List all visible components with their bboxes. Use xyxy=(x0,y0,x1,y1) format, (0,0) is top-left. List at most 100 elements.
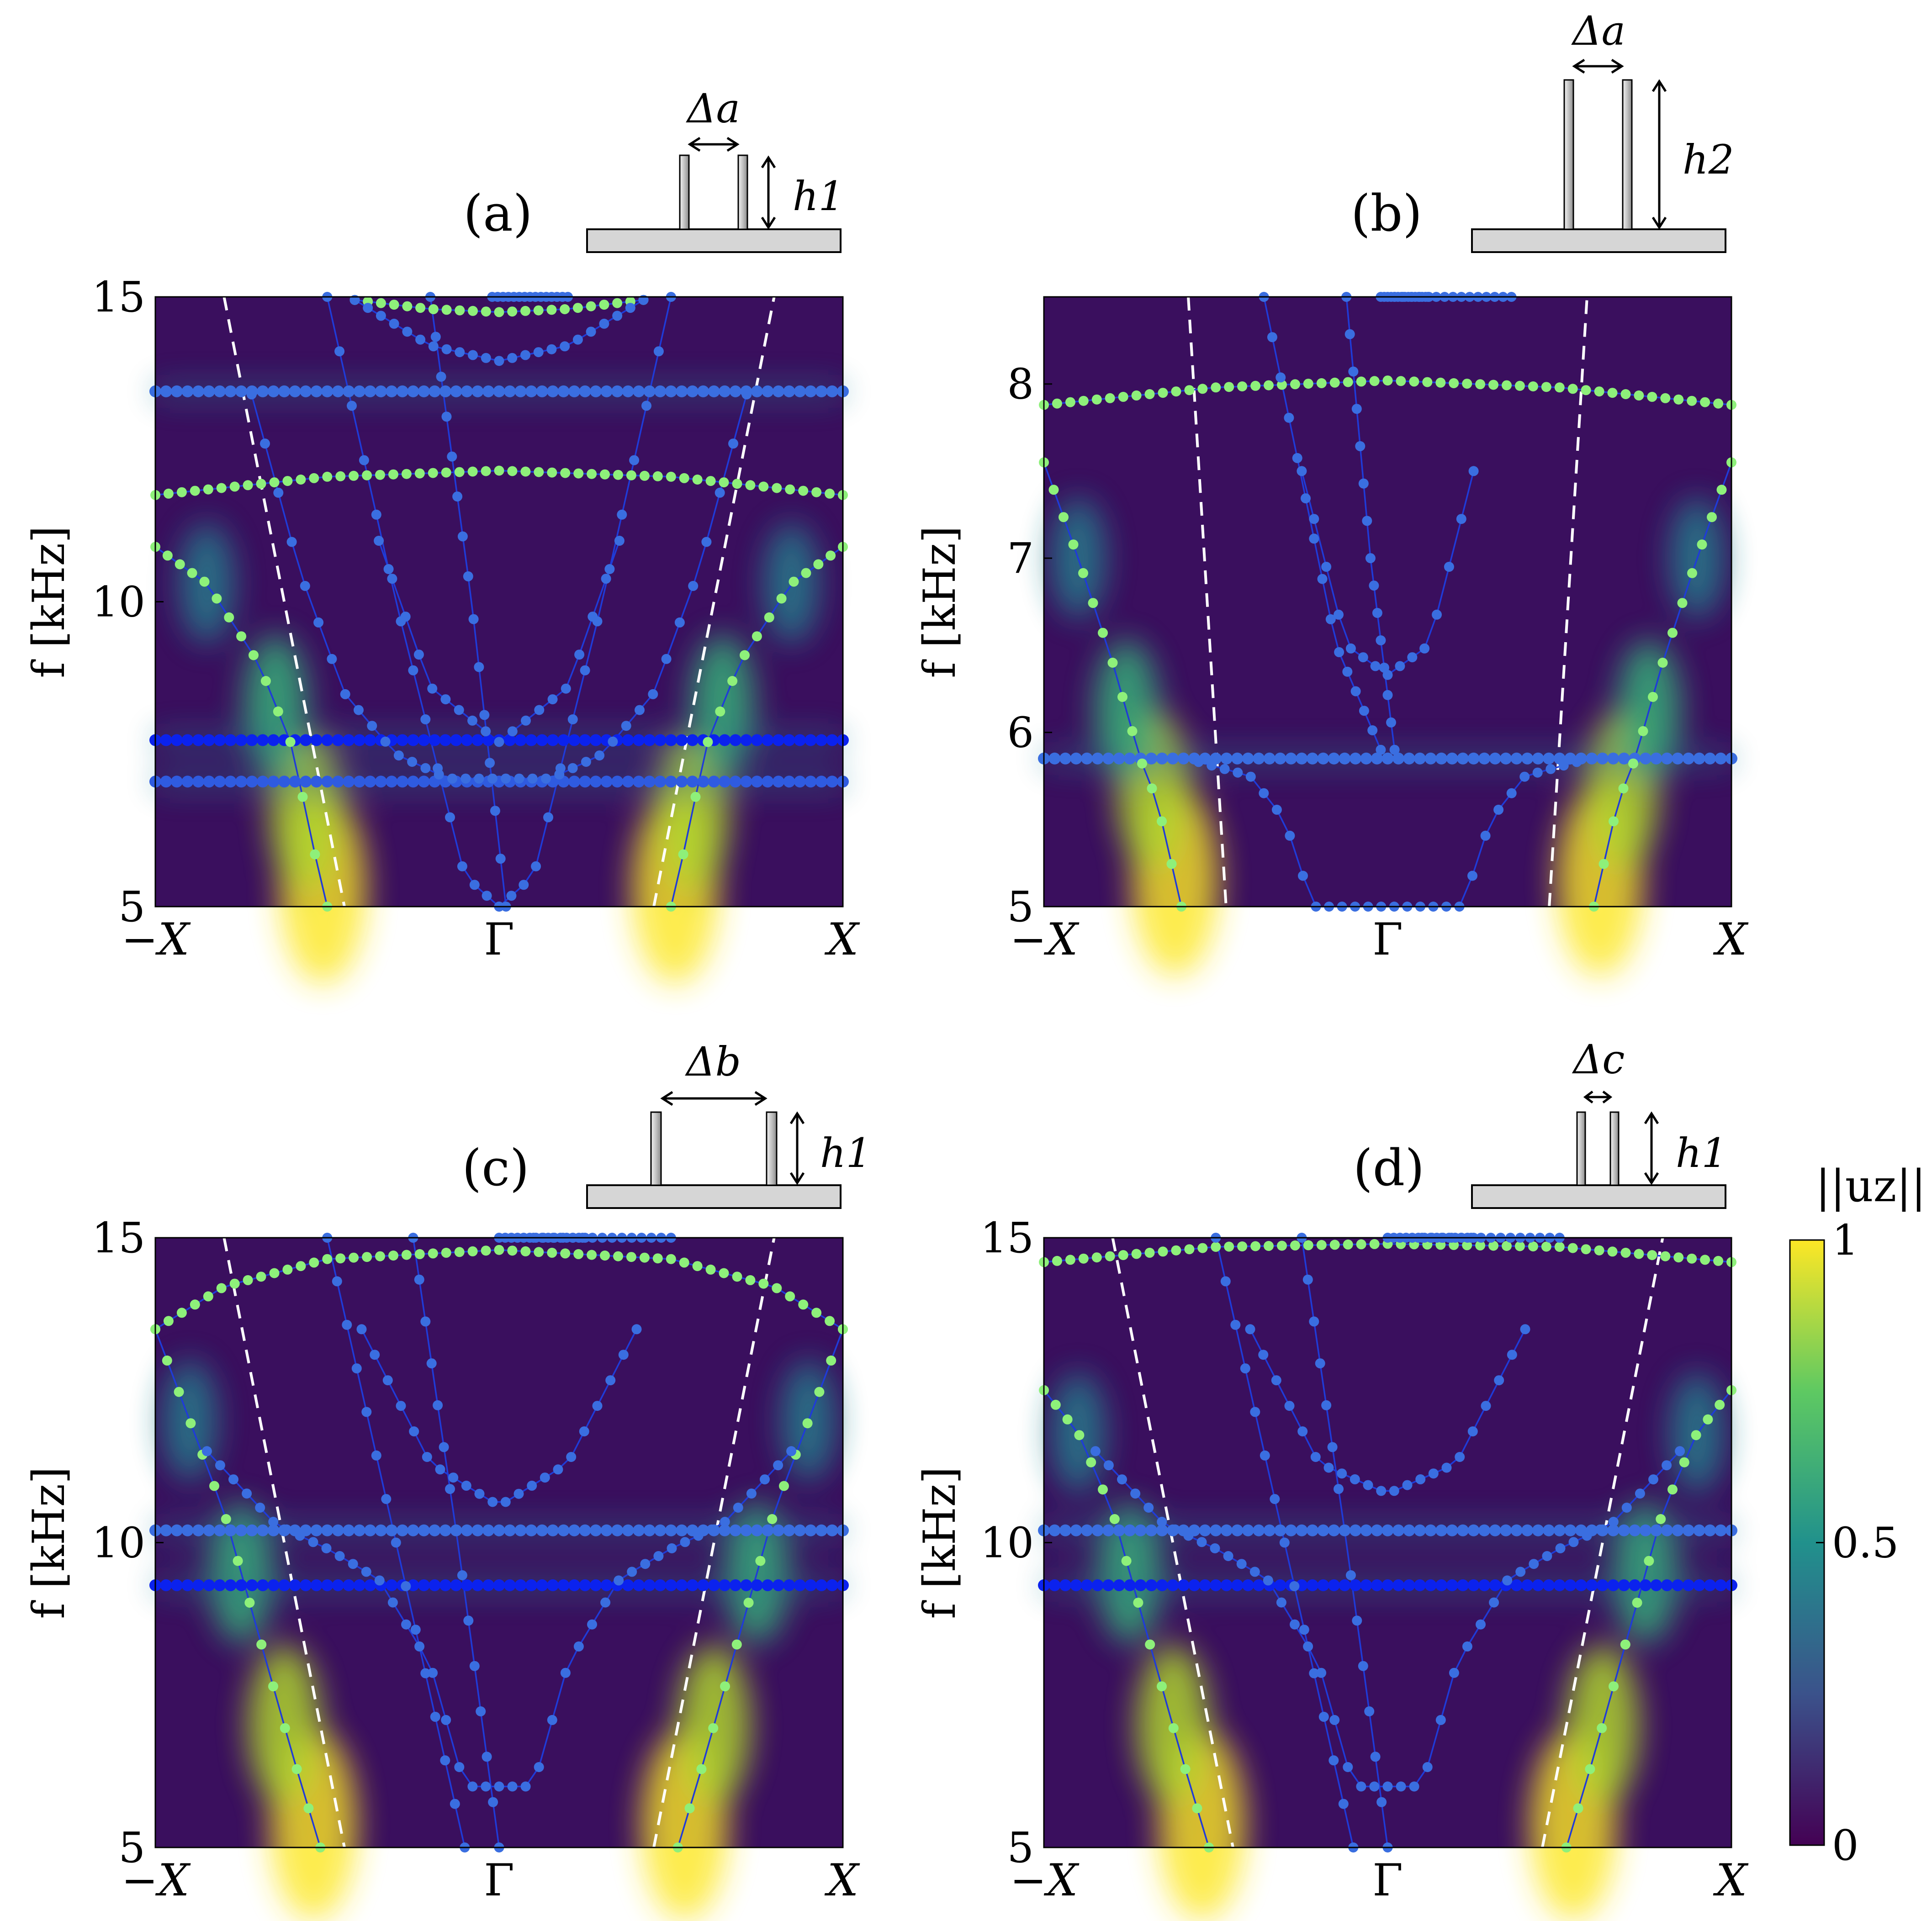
band-point xyxy=(1435,377,1446,388)
band-point xyxy=(190,486,200,496)
band-point xyxy=(1376,744,1386,755)
band-point xyxy=(1352,1615,1362,1626)
band-point xyxy=(1620,1639,1630,1650)
band-point xyxy=(599,300,609,310)
band-point xyxy=(1224,1241,1234,1252)
y-tick-label: 5 xyxy=(1007,882,1034,931)
band-point xyxy=(235,1579,248,1591)
band-point xyxy=(376,311,386,321)
band-point xyxy=(485,758,495,768)
band-point xyxy=(176,487,187,497)
band-point xyxy=(1250,380,1261,391)
band-point xyxy=(504,1524,516,1536)
band-point xyxy=(387,1597,398,1608)
band-point xyxy=(471,734,484,746)
band-point xyxy=(573,1249,584,1259)
band-point xyxy=(1489,1524,1501,1536)
band-point xyxy=(514,1524,527,1536)
band-point xyxy=(332,1276,342,1287)
band-point xyxy=(1157,1681,1167,1692)
band-point xyxy=(573,1641,584,1652)
band-point xyxy=(826,550,836,561)
band-point xyxy=(1274,1579,1286,1591)
band-point xyxy=(1088,598,1098,608)
band-point xyxy=(1259,788,1269,798)
band-point xyxy=(557,385,570,397)
band-point xyxy=(1105,1251,1115,1261)
band-point xyxy=(1586,1579,1598,1591)
band-point xyxy=(427,683,438,694)
band-point xyxy=(162,1355,172,1366)
band-point xyxy=(214,1524,226,1536)
band-point xyxy=(439,385,451,397)
band-point xyxy=(235,1524,248,1536)
band-point xyxy=(1309,1316,1319,1327)
band-point xyxy=(1467,871,1477,881)
band-point xyxy=(1541,382,1551,392)
band-point xyxy=(1199,1579,1211,1591)
band-point xyxy=(1414,752,1426,765)
band-point xyxy=(1285,752,1297,765)
plot-area-b xyxy=(1038,292,1737,976)
band-point xyxy=(174,1387,184,1397)
band-point xyxy=(1345,1570,1356,1580)
band-point xyxy=(1554,1242,1565,1252)
band-point xyxy=(396,1401,406,1411)
band-point xyxy=(1145,752,1158,765)
band-point xyxy=(278,1579,291,1591)
band-point xyxy=(1502,380,1512,391)
band-point xyxy=(1514,380,1525,391)
band-point xyxy=(1567,1243,1578,1253)
band-point xyxy=(1369,376,1380,386)
band-point xyxy=(476,1706,486,1716)
band-point xyxy=(1675,1446,1685,1457)
band-point xyxy=(429,385,441,397)
band-point xyxy=(1555,1543,1566,1553)
band-point xyxy=(543,812,553,823)
band-point xyxy=(534,1247,544,1257)
band-point xyxy=(805,1579,817,1591)
band-point xyxy=(703,737,713,747)
band-point xyxy=(1687,1253,1697,1264)
band-point xyxy=(1502,1575,1513,1586)
band-point xyxy=(396,734,408,746)
band-point xyxy=(1210,1579,1222,1591)
band-point xyxy=(482,1524,494,1536)
band-point xyxy=(1156,752,1168,765)
band-point xyxy=(1102,1579,1115,1591)
band-point xyxy=(1382,1579,1394,1591)
panel-label: (a) xyxy=(463,184,532,243)
band-point xyxy=(1360,1524,1372,1536)
band-point xyxy=(1644,1556,1654,1566)
band-point xyxy=(487,773,498,784)
band-point xyxy=(291,1764,302,1774)
band-point xyxy=(1245,1324,1255,1335)
band-point xyxy=(310,734,323,746)
band-point xyxy=(1638,726,1648,736)
band-point xyxy=(1382,1781,1393,1792)
band-point xyxy=(1667,628,1678,638)
band-point xyxy=(1242,1524,1254,1536)
band-point xyxy=(1290,379,1300,390)
band-point xyxy=(389,300,399,310)
height-label: h1 xyxy=(793,173,844,220)
band-point xyxy=(441,1715,451,1725)
band-point xyxy=(1242,1579,1254,1591)
band-point xyxy=(203,1524,215,1536)
band-point xyxy=(705,476,716,486)
band-point xyxy=(1356,1239,1366,1250)
band-point xyxy=(181,776,194,788)
band-point xyxy=(1211,382,1221,393)
band-point xyxy=(203,734,215,746)
band-point xyxy=(1279,1537,1290,1548)
band-point xyxy=(1103,1460,1114,1471)
band-point xyxy=(1618,1524,1630,1536)
band-point xyxy=(1124,1524,1136,1536)
band-point xyxy=(242,1488,252,1499)
band-point xyxy=(388,469,398,480)
band-point xyxy=(479,710,490,720)
band-point xyxy=(654,1524,667,1536)
band-point xyxy=(441,344,452,354)
band-point xyxy=(1290,1619,1300,1630)
band-point xyxy=(1167,752,1179,765)
